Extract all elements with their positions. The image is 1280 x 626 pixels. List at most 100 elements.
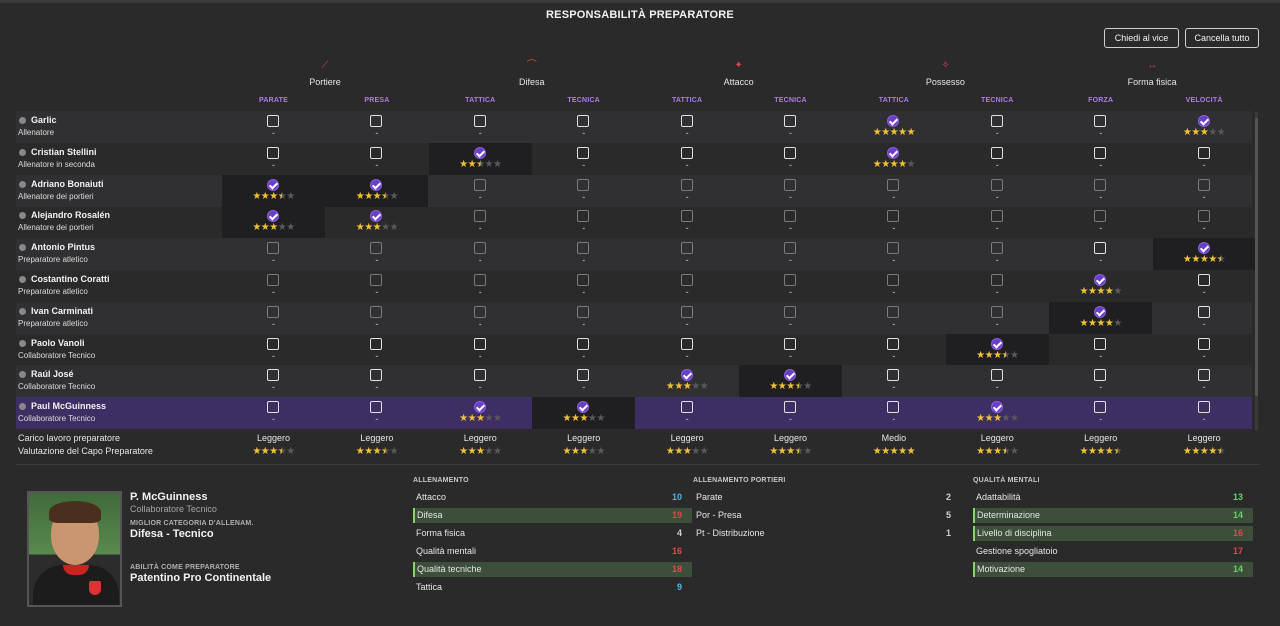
assign-checkbox[interactable] xyxy=(887,337,900,350)
assign-checkbox[interactable] xyxy=(473,369,486,382)
assign-checkbox[interactable] xyxy=(990,337,1003,350)
assign-checkbox[interactable] xyxy=(267,401,279,414)
profile-name[interactable]: P. McGuinness xyxy=(130,491,208,503)
assign-checkbox[interactable] xyxy=(680,369,693,382)
assign-checkbox[interactable] xyxy=(990,305,1003,318)
assign-checkbox[interactable] xyxy=(1094,115,1107,127)
assign-checkbox[interactable] xyxy=(680,210,693,223)
staff-name[interactable]: Antonio Pintus xyxy=(18,242,218,252)
assign-checkbox[interactable] xyxy=(887,369,900,382)
assign-checkbox[interactable] xyxy=(784,178,796,191)
staff-name[interactable]: Costantino Coratti xyxy=(18,274,218,284)
ask-vice-button[interactable]: Chiedi al vice xyxy=(1104,28,1179,48)
assign-checkbox[interactable] xyxy=(1197,242,1210,255)
staff-name[interactable]: Garlic xyxy=(18,115,218,125)
staff-name[interactable]: Alejandro Rosalén xyxy=(18,210,218,220)
column-header[interactable]: PRESA xyxy=(364,97,390,104)
assign-checkbox[interactable] xyxy=(887,210,900,223)
assign-checkbox[interactable] xyxy=(1197,401,1210,414)
assign-checkbox[interactable] xyxy=(577,178,590,191)
assign-checkbox[interactable] xyxy=(887,115,900,127)
assign-checkbox[interactable] xyxy=(784,115,796,127)
assign-checkbox[interactable] xyxy=(784,146,796,159)
assign-checkbox[interactable] xyxy=(990,274,1003,286)
assign-checkbox[interactable] xyxy=(473,146,486,159)
assign-checkbox[interactable] xyxy=(1094,274,1107,286)
assign-checkbox[interactable] xyxy=(1094,178,1107,191)
assign-checkbox[interactable] xyxy=(370,337,383,350)
assign-checkbox[interactable] xyxy=(990,178,1003,191)
clear-all-button[interactable]: Cancella tutto xyxy=(1185,28,1259,48)
assign-checkbox[interactable] xyxy=(990,369,1003,382)
assign-checkbox[interactable] xyxy=(1197,115,1210,127)
assign-checkbox[interactable] xyxy=(887,305,900,318)
assign-checkbox[interactable] xyxy=(577,337,590,350)
assign-checkbox[interactable] xyxy=(473,274,486,286)
assign-checkbox[interactable] xyxy=(784,337,796,350)
assign-checkbox[interactable] xyxy=(680,146,693,159)
staff-name[interactable]: Paul McGuinness xyxy=(18,401,218,411)
assign-checkbox[interactable] xyxy=(267,274,279,286)
assign-checkbox[interactable] xyxy=(1094,146,1107,159)
column-header[interactable]: TECNICA xyxy=(774,97,807,104)
assign-checkbox[interactable] xyxy=(267,242,279,255)
assign-checkbox[interactable] xyxy=(577,274,590,286)
assign-checkbox[interactable] xyxy=(577,115,590,127)
assign-checkbox[interactable] xyxy=(784,274,796,286)
assign-checkbox[interactable] xyxy=(1197,369,1210,382)
assign-checkbox[interactable] xyxy=(1094,401,1107,414)
assign-checkbox[interactable] xyxy=(370,210,383,223)
assign-checkbox[interactable] xyxy=(784,210,796,223)
assign-checkbox[interactable] xyxy=(473,210,486,223)
column-header[interactable]: TATTICA xyxy=(878,97,910,104)
assign-checkbox[interactable] xyxy=(473,115,486,127)
staff-name[interactable]: Paolo Vanoli xyxy=(18,338,218,348)
assign-checkbox[interactable] xyxy=(577,242,590,255)
assign-checkbox[interactable] xyxy=(1197,146,1210,159)
assign-checkbox[interactable] xyxy=(577,146,590,159)
assign-checkbox[interactable] xyxy=(370,146,383,159)
assign-checkbox[interactable] xyxy=(784,369,796,382)
assign-checkbox[interactable] xyxy=(887,146,900,159)
assign-checkbox[interactable] xyxy=(990,115,1003,127)
assign-checkbox[interactable] xyxy=(1197,337,1210,350)
assign-checkbox[interactable] xyxy=(887,178,900,191)
assign-checkbox[interactable] xyxy=(267,210,279,223)
assign-checkbox[interactable] xyxy=(1094,337,1107,350)
assign-checkbox[interactable] xyxy=(473,305,486,318)
assign-checkbox[interactable] xyxy=(784,401,796,414)
assign-checkbox[interactable] xyxy=(370,305,383,318)
assign-checkbox[interactable] xyxy=(267,146,279,159)
column-header[interactable]: PARATE xyxy=(259,97,288,104)
assign-checkbox[interactable] xyxy=(370,178,383,191)
staff-name[interactable]: Raúl José xyxy=(18,369,218,379)
assign-checkbox[interactable] xyxy=(680,115,693,127)
assign-checkbox[interactable] xyxy=(887,401,900,414)
staff-name[interactable]: Adriano Bonaiuti xyxy=(18,179,218,189)
assign-checkbox[interactable] xyxy=(887,274,900,286)
assign-checkbox[interactable] xyxy=(680,305,693,318)
assign-checkbox[interactable] xyxy=(473,401,486,414)
column-header[interactable]: VELOCITÀ xyxy=(1185,97,1223,104)
column-header[interactable]: TATTICA xyxy=(671,97,703,104)
assign-checkbox[interactable] xyxy=(1197,305,1210,318)
assign-checkbox[interactable] xyxy=(577,210,590,223)
assign-checkbox[interactable] xyxy=(1197,210,1210,223)
assign-checkbox[interactable] xyxy=(680,242,693,255)
assign-checkbox[interactable] xyxy=(267,337,279,350)
staff-name[interactable]: Ivan Carminati xyxy=(18,306,218,316)
assign-checkbox[interactable] xyxy=(267,369,279,382)
assign-checkbox[interactable] xyxy=(990,401,1003,414)
assign-checkbox[interactable] xyxy=(370,242,383,255)
assign-checkbox[interactable] xyxy=(990,146,1003,159)
assign-checkbox[interactable] xyxy=(267,178,279,191)
assign-checkbox[interactable] xyxy=(577,369,590,382)
assign-checkbox[interactable] xyxy=(1094,242,1107,255)
assign-checkbox[interactable] xyxy=(267,115,279,127)
assign-checkbox[interactable] xyxy=(990,242,1003,255)
assign-checkbox[interactable] xyxy=(680,337,693,350)
assign-checkbox[interactable] xyxy=(1197,178,1210,191)
assign-checkbox[interactable] xyxy=(473,242,486,255)
assign-checkbox[interactable] xyxy=(473,178,486,191)
assign-checkbox[interactable] xyxy=(577,305,590,318)
